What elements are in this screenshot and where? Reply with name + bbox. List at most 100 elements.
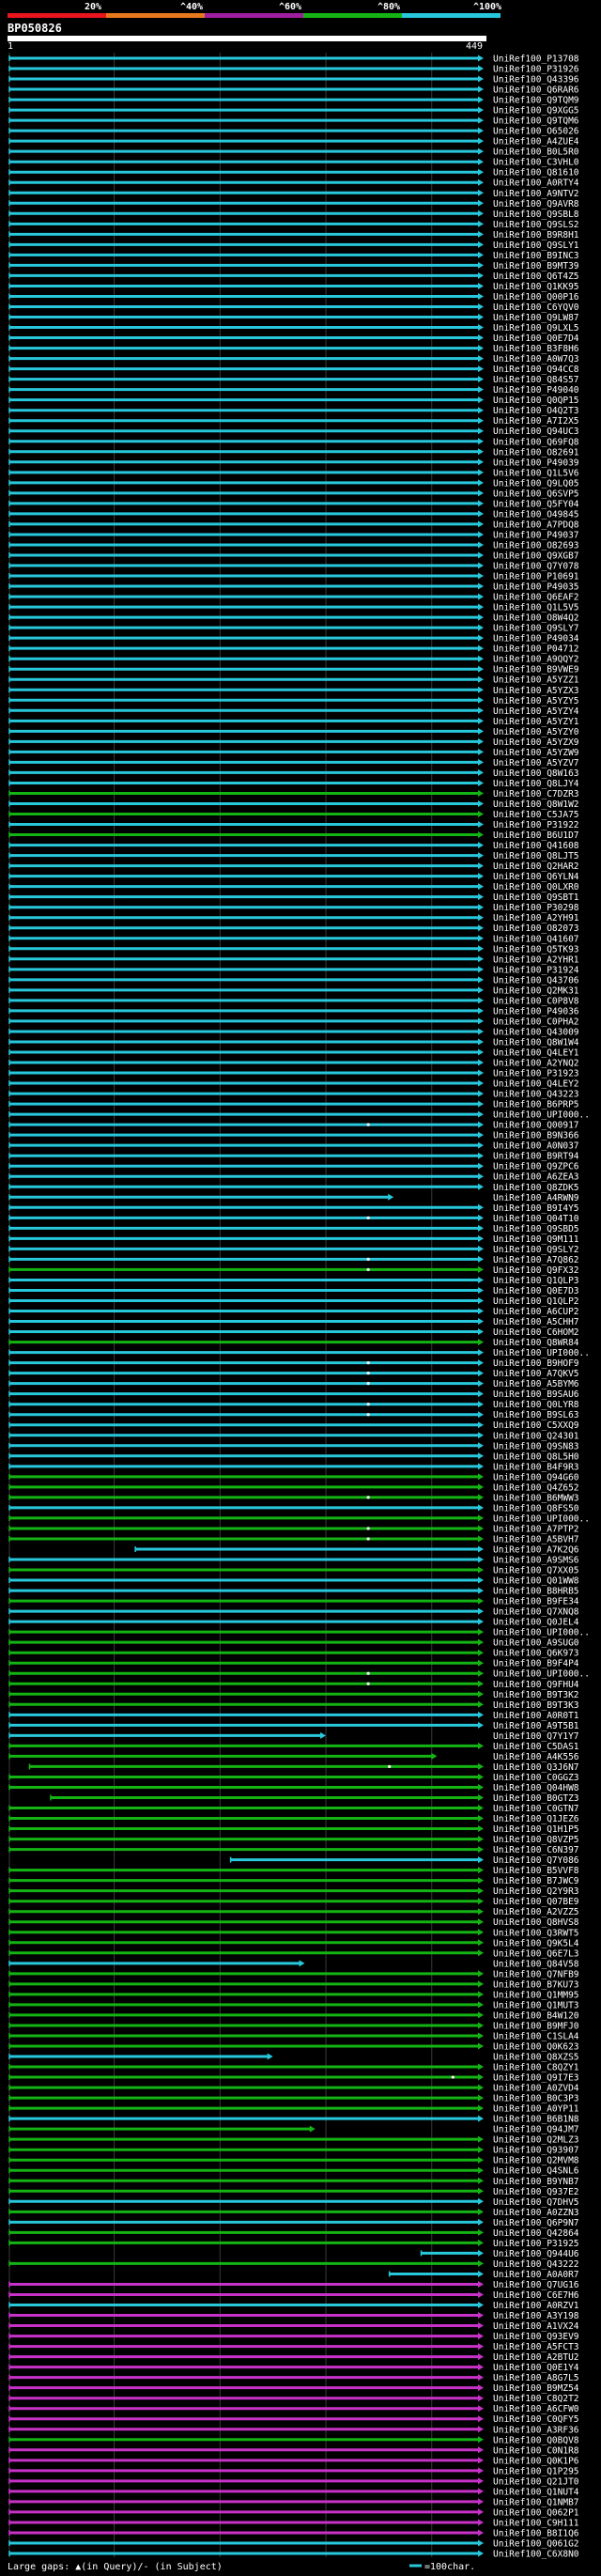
hit-label[interactable]: UniRef100_Q9SBL8 [493, 209, 579, 220]
hit-label[interactable]: UniRef100_Q4LEY1 [493, 1047, 579, 1058]
hit-label[interactable]: UniRef100_Q8FS50 [493, 1503, 579, 1513]
hit-label[interactable]: UniRef100_Q69FQ8 [493, 437, 579, 447]
hit-label[interactable]: UniRef100_Q5TK93 [493, 944, 579, 954]
hit-label[interactable]: UniRef100_Q8XZS5 [493, 2053, 579, 2063]
hit-label[interactable]: UniRef100_A9T5B1 [493, 1721, 579, 1731]
hit-label[interactable]: UniRef100_Q0E7D4 [493, 334, 579, 344]
hit-label[interactable]: UniRef100_B9MT39 [493, 261, 579, 272]
hit-label[interactable]: UniRef100_B4F9R3 [493, 1462, 579, 1472]
hit-label[interactable]: UniRef100_A0ZZN3 [493, 2208, 579, 2218]
hit-label[interactable]: UniRef100_Q41608 [493, 841, 579, 851]
hit-label[interactable]: UniRef100_Q1L5V6 [493, 468, 579, 478]
hit-label[interactable]: UniRef100_Q8W1W4 [493, 1037, 579, 1047]
hit-label[interactable]: UniRef100_Q0K1P6 [493, 2456, 579, 2466]
hit-label[interactable]: UniRef100_A7K2Q6 [493, 1544, 579, 1555]
hit-label[interactable]: UniRef100_Q9TQM9 [493, 96, 579, 106]
hit-label[interactable]: UniRef100_A0W7Q3 [493, 354, 579, 365]
hit-label[interactable]: UniRef100_Q84S57 [493, 375, 579, 385]
hit-label[interactable]: UniRef100_Q8HVS8 [493, 1917, 579, 1928]
hit-label[interactable]: UniRef100_B9INC3 [493, 251, 579, 261]
hit-label[interactable]: UniRef100_UPI000.. [493, 1348, 590, 1358]
hit-label[interactable]: UniRef100_Q062P1 [493, 2507, 579, 2518]
hit-label[interactable]: UniRef100_B0C3P3 [493, 2094, 579, 2104]
hit-label[interactable]: UniRef100_B9F4P4 [493, 1659, 579, 1669]
hit-label[interactable]: UniRef100_UPI000.. [493, 1110, 590, 1121]
hit-label[interactable]: UniRef100_C5DAS1 [493, 1742, 579, 1752]
hit-label[interactable]: UniRef100_Q81610 [493, 168, 579, 178]
hit-label[interactable]: UniRef100_Q2MLZ3 [493, 2135, 579, 2146]
hit-label[interactable]: UniRef100_Q94CC8 [493, 365, 579, 375]
hit-label[interactable]: UniRef100_P49037 [493, 530, 579, 540]
hit-label[interactable]: UniRef100_B6U1D7 [493, 830, 579, 841]
hit-label[interactable]: UniRef100_B4W120 [493, 2010, 579, 2021]
hit-label[interactable]: UniRef100_P49035 [493, 582, 579, 593]
hit-label[interactable]: UniRef100_B9T3K3 [493, 1700, 579, 1711]
hit-label[interactable]: UniRef100_Q9LQ05 [493, 478, 579, 489]
hit-label[interactable]: UniRef100_Q1MM95 [493, 1990, 579, 2000]
hit-label[interactable]: UniRef100_Q3RWT5 [493, 1928, 579, 1938]
hit-label[interactable]: UniRef100_Q1QLP3 [493, 1276, 579, 1286]
hit-label[interactable]: UniRef100_B9HOF9 [493, 1358, 579, 1369]
hit-label[interactable]: UniRef100_Q6YLN4 [493, 872, 579, 882]
hit-label[interactable]: UniRef100_Q944U6 [493, 2249, 579, 2259]
hit-label[interactable]: UniRef100_A5YZW9 [493, 748, 579, 758]
hit-label[interactable]: UniRef100_A7QKV5 [493, 1369, 579, 1379]
hit-label[interactable]: UniRef100_A0N037 [493, 1141, 579, 1152]
hit-label[interactable]: UniRef100_Q93907 [493, 2146, 579, 2156]
hit-label[interactable]: UniRef100_Q9SLS2 [493, 220, 579, 230]
hit-label[interactable]: UniRef100_Q9I7E3 [493, 2073, 579, 2084]
hit-label[interactable]: UniRef100_A5FCT3 [493, 2342, 579, 2352]
hit-label[interactable]: UniRef100_Q07BE9 [493, 1897, 579, 1907]
hit-label[interactable]: UniRef100_A8G7L5 [493, 2373, 579, 2383]
hit-label[interactable]: UniRef100_Q94G60 [493, 1472, 579, 1482]
hit-label[interactable]: UniRef100_A2VZZ5 [493, 1907, 579, 1917]
hit-label[interactable]: UniRef100_Q1NUT4 [493, 2487, 579, 2497]
hit-label[interactable]: UniRef100_A5YZZ1 [493, 675, 579, 686]
hit-label[interactable]: UniRef100_A3Y198 [493, 2311, 579, 2321]
hit-label[interactable]: UniRef100_Q9SLY1 [493, 241, 579, 251]
hit-label[interactable]: UniRef100_Q1KK95 [493, 282, 579, 292]
hit-label[interactable]: UniRef100_O65026 [493, 127, 579, 137]
hit-label[interactable]: UniRef100_Q937E2 [493, 2187, 579, 2197]
hit-label[interactable]: UniRef100_Q2MVM8 [493, 2156, 579, 2166]
hit-label[interactable]: UniRef100_C0GTN7 [493, 1804, 579, 1814]
hit-label[interactable]: UniRef100_Q9SLY2 [493, 1245, 579, 1255]
hit-label[interactable]: UniRef100_B7JWC9 [493, 1876, 579, 1886]
hit-label[interactable]: UniRef100_P04712 [493, 644, 579, 655]
hit-label[interactable]: UniRef100_UPI000.. [493, 1513, 590, 1524]
hit-label[interactable]: UniRef100_A5YZY0 [493, 727, 579, 737]
hit-label[interactable]: UniRef100_A2BTU2 [493, 2352, 579, 2363]
hit-label[interactable]: UniRef100_Q4LEY2 [493, 1079, 579, 1090]
hit-label[interactable]: UniRef100_Q43223 [493, 1090, 579, 1100]
hit-label[interactable]: UniRef100_C7DZR3 [493, 789, 579, 799]
hit-label[interactable]: UniRef100_Q9FHU4 [493, 1680, 579, 1690]
hit-label[interactable]: UniRef100_UPI000.. [493, 1669, 590, 1680]
hit-label[interactable]: UniRef100_B9N366 [493, 1131, 579, 1141]
hit-label[interactable]: UniRef100_Q94JM7 [493, 2125, 579, 2135]
hit-label[interactable]: UniRef100_A9SUG0 [493, 1638, 579, 1649]
hit-label[interactable]: UniRef100_A2YNQ2 [493, 1059, 579, 1069]
hit-label[interactable]: UniRef100_Q6SVP5 [493, 489, 579, 499]
hit-label[interactable]: UniRef100_B9SL63 [493, 1410, 579, 1420]
hit-label[interactable]: UniRef100_P30298 [493, 903, 579, 913]
hit-label[interactable]: UniRef100_C6HOM2 [493, 1327, 579, 1338]
hit-label[interactable]: UniRef100_Q4SNL6 [493, 2166, 579, 2177]
hit-label[interactable]: UniRef100_Q43222 [493, 2259, 579, 2270]
hit-label[interactable]: UniRef100_Q9SLY7 [493, 624, 579, 634]
hit-label[interactable]: UniRef100_B9MZ54 [493, 2383, 579, 2394]
hit-label[interactable]: UniRef100_C0N1R8 [493, 2445, 579, 2456]
hit-label[interactable]: UniRef100_Q9XGG5 [493, 106, 579, 116]
hit-label[interactable]: UniRef100_B9R8H1 [493, 230, 579, 241]
hit-label[interactable]: UniRef100_A5YZV7 [493, 758, 579, 768]
hit-label[interactable]: UniRef100_Q4Z652 [493, 1482, 579, 1493]
hit-label[interactable]: UniRef100_A6CUP2 [493, 1307, 579, 1317]
hit-label[interactable]: UniRef100_A4RWN9 [493, 1193, 579, 1203]
hit-label[interactable]: UniRef100_Q43396 [493, 75, 579, 85]
hit-label[interactable]: UniRef100_Q061G2 [493, 2538, 579, 2549]
hit-label[interactable]: UniRef100_Q9LW87 [493, 313, 579, 323]
hit-label[interactable]: UniRef100_B8I1Q6 [493, 2528, 579, 2538]
hit-label[interactable]: UniRef100_B5VVF8 [493, 1866, 579, 1876]
hit-label[interactable]: UniRef100_A5BVH7 [493, 1534, 579, 1544]
hit-label[interactable]: UniRef100_Q8LJT5 [493, 851, 579, 861]
hit-label[interactable]: UniRef100_Q04T10 [493, 1214, 579, 1224]
